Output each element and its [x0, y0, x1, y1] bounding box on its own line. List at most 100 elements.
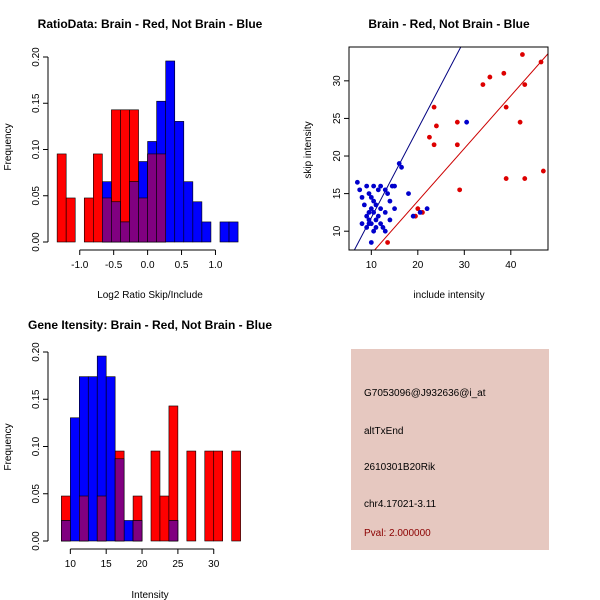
ratio-overlap-bar: [156, 153, 166, 243]
intensity-histogram-bars: [61, 355, 241, 542]
ratio-x-tick-label: -1.0: [71, 260, 89, 271]
ratio-overlap-bar: [147, 153, 157, 243]
ratio-y-tick-label: 0.10: [31, 139, 42, 159]
not-brain-point: [359, 194, 365, 200]
not-brain-point: [368, 194, 374, 200]
intensity-histogram-axes: 0.00 0.05 0.10 0.15 0.20 10 15 20 25 30: [31, 342, 220, 570]
scatter-fit-lines: [353, 47, 548, 250]
ratio-not-brain-bar: [192, 201, 203, 243]
gene-name-text: 2610301B20Rik: [364, 462, 436, 473]
intensity-y-tick-label: 0.00: [31, 531, 42, 551]
not-brain-point: [380, 225, 386, 230]
intensity-x-tick-label: 15: [101, 559, 113, 570]
intensity-histogram-xlabel: Intensity: [131, 590, 168, 600]
not-brain-point: [417, 210, 423, 215]
not-brain-point: [406, 191, 411, 197]
ratio-y-tick-label: 0.00: [31, 232, 42, 252]
not-brain-point: [366, 217, 372, 223]
brain-point: [520, 52, 525, 57]
ratio-x-tick-label: 1.0: [209, 260, 223, 271]
not-brain-fit-line: [353, 47, 462, 250]
scatter-y-tick-label: 30: [332, 75, 343, 87]
intensity-overlap-bar: [61, 520, 71, 542]
not-brain-point: [366, 210, 372, 215]
brain-fit-line: [373, 53, 548, 250]
brain-point: [538, 59, 544, 65]
scatter-y-tick-label: 25: [332, 112, 343, 124]
not-brain-point: [375, 213, 381, 219]
not-brain-point: [375, 187, 381, 193]
info-panel: G7053096@J932636@i_at altTxEnd 2610301B2…: [351, 349, 549, 550]
scatter-x-tick-label: 40: [505, 260, 517, 271]
ratio-x-tick-label: 0.5: [175, 260, 189, 271]
not-brain-point: [392, 183, 397, 189]
scatter-y-tick-label: 10: [332, 225, 343, 237]
intensity-x-tick-label: 20: [136, 559, 148, 570]
intensity-y-tick-label: 0.20: [31, 342, 42, 362]
not-brain-point: [373, 202, 379, 208]
pval-text: Pval: 2.000000: [364, 528, 431, 539]
ratio-not-brain-bar: [201, 221, 212, 243]
intensity-histogram-ylabel: Frequency: [3, 423, 14, 470]
not-brain-point: [378, 206, 384, 212]
intensity-not-brain-bar: [70, 417, 80, 542]
intensity-x-tick-label: 10: [65, 559, 77, 570]
not-brain-point: [378, 221, 384, 227]
not-brain-point: [364, 183, 370, 189]
ratio-brain-bar: [93, 153, 103, 243]
not-brain-point: [364, 225, 370, 230]
intensity-brain-bar: [213, 450, 223, 542]
intensity-x-tick-label: 25: [172, 559, 184, 570]
brain-point: [457, 187, 463, 193]
intensity-brain-bar: [204, 450, 215, 542]
intensity-not-brain-bar: [87, 376, 98, 542]
ratio-not-brain-bar: [219, 221, 230, 243]
intensity-x-tick-label: 30: [208, 559, 220, 570]
not-brain-point: [371, 198, 377, 204]
ratio-x-tick-label: -0.5: [105, 260, 123, 271]
not-brain-point: [396, 161, 402, 166]
not-brain-point: [371, 210, 377, 215]
info-panel-background: [351, 349, 549, 550]
ratio-histogram-xlabel: Log2 Ratio Skip/Include: [97, 290, 203, 301]
not-brain-point: [392, 206, 397, 212]
scatter-axes: 10 15 20 25 30 10 20 30 40: [332, 46, 549, 271]
brain-point: [522, 82, 528, 87]
not-brain-point: [382, 228, 388, 234]
ratio-histogram-ylabel: Frequency: [3, 123, 14, 170]
not-brain-point: [382, 210, 388, 215]
probe-id-text: G7053096@J932636@i_at: [364, 388, 486, 399]
not-brain-point: [410, 213, 416, 219]
ratio-brain-bar: [65, 197, 76, 243]
not-brain-point: [378, 183, 384, 189]
ratio-histogram-title: RatioData: Brain - Red, Not Brain - Blue: [38, 17, 263, 31]
not-brain-point: [371, 183, 377, 189]
ratio-brain-bar: [56, 153, 67, 243]
not-brain-point: [373, 225, 379, 230]
not-brain-point: [359, 221, 365, 227]
scatter-marks: [353, 47, 548, 250]
ratio-histogram-axes: 0.00 0.05 0.10 0.15 0.20 -1.0 -0.5 0.0 0.5 1.0: [31, 47, 223, 271]
ratio-overlap-bar: [120, 221, 130, 243]
ratio-overlap-bar: [102, 197, 112, 243]
scatter-frame: [348, 46, 549, 251]
intensity-not-brain-bar: [123, 520, 134, 542]
intensity-histogram-title: Gene Itensity: Brain - Red, Not Brain - …: [28, 318, 272, 332]
intensity-y-tick-label: 0.15: [31, 389, 42, 409]
brain-point: [522, 176, 528, 181]
ratio-not-brain-bar: [174, 121, 185, 243]
scatter-xlabel: include intensity: [413, 290, 484, 301]
not-brain-point: [371, 228, 377, 234]
not-brain-point: [399, 164, 404, 170]
not-brain-point: [361, 202, 367, 208]
ratio-y-tick-label: 0.15: [31, 93, 42, 113]
intensity-overlap-bar: [132, 520, 143, 542]
location-text: chr4.17021-3.11: [364, 499, 437, 510]
ratio-not-brain-bar: [183, 181, 194, 243]
scatter-x-tick-label: 10: [366, 260, 378, 271]
ratio-not-brain-bar: [228, 221, 239, 243]
brain-point: [385, 240, 390, 245]
not-brain-point: [385, 191, 390, 197]
brain-point: [454, 119, 460, 125]
ratio-histogram-bars: [56, 60, 239, 243]
